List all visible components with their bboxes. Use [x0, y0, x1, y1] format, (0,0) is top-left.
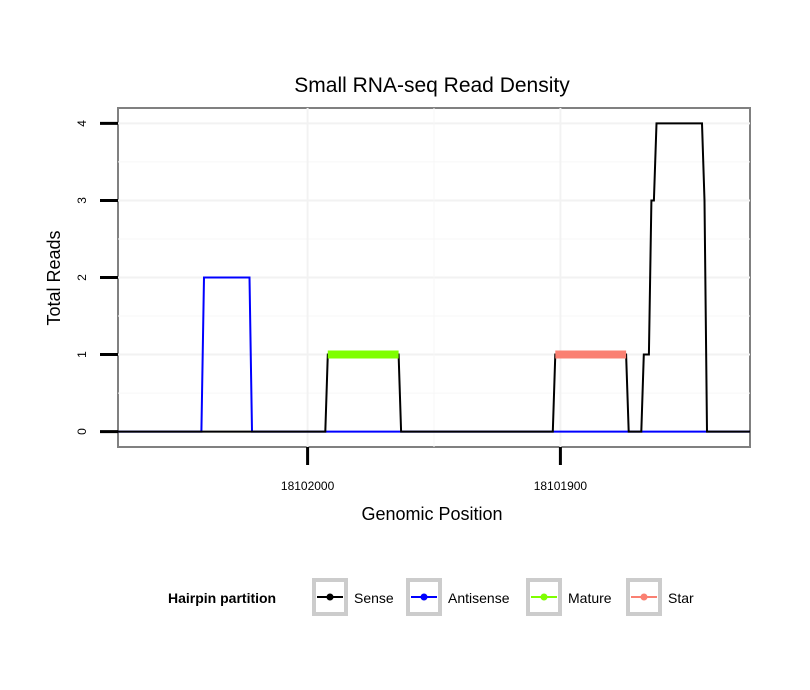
data-series	[118, 122, 750, 433]
legend-label: Antisense	[448, 590, 510, 606]
legend: Hairpin partition Sense Antisense Mature St…	[168, 578, 694, 616]
legend-key-dot	[640, 593, 648, 601]
legend-item-antisense: Antisense	[406, 578, 510, 616]
x-tick-label: 18101900	[534, 479, 588, 493]
legend-key-dot	[540, 593, 548, 601]
axes: 0 1 2 3 4 18102000 18101900	[75, 120, 587, 493]
y-tick-label: 4	[75, 120, 89, 127]
y-tick-label: 1	[75, 351, 89, 358]
legend-key-dot	[420, 593, 428, 601]
y-tick-label: 0	[75, 428, 89, 435]
y-axis-title: Total Reads	[44, 230, 64, 325]
legend-key-dot	[326, 593, 334, 601]
legend-title: Hairpin partition	[168, 590, 276, 606]
legend-item-sense: Sense	[312, 578, 394, 616]
y-tick-label: 3	[75, 197, 89, 204]
legend-label: Star	[668, 590, 694, 606]
legend-item-star: Star	[626, 578, 694, 616]
legend-label: Sense	[354, 590, 394, 606]
x-axis-title: Genomic Position	[361, 504, 502, 524]
x-tick-label: 18102000	[281, 479, 335, 493]
legend-label: Mature	[568, 590, 612, 606]
y-tick-label: 2	[75, 274, 89, 281]
legend-item-mature: Mature	[526, 578, 612, 616]
chart-title: Small RNA-seq Read Density	[294, 74, 570, 97]
